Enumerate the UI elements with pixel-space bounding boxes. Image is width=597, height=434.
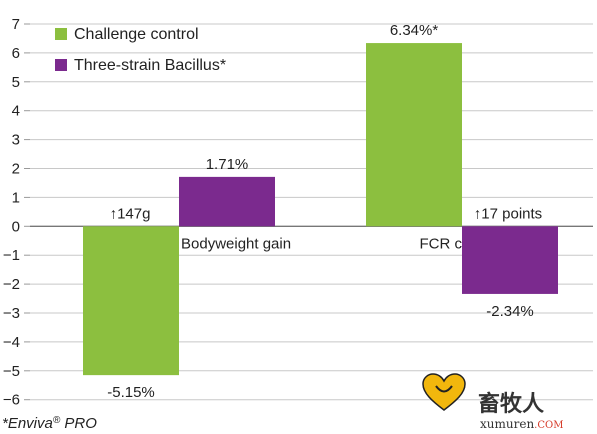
y-tick-label: 2 — [12, 161, 20, 178]
y-tick-label: 3 — [12, 132, 20, 149]
watermark-chinese-text: 畜牧人 — [478, 391, 544, 417]
bars — [83, 43, 558, 376]
footnote-registered-mark: ® — [53, 415, 61, 426]
bar-bacillus-fcr — [462, 226, 558, 294]
legend-label: Three-strain Bacillus* — [74, 57, 226, 74]
bar-challenge-control-fcr — [366, 43, 462, 227]
y-tick-label: −3 — [3, 305, 20, 322]
y-tick-label: −5 — [3, 363, 20, 380]
y-axis: 7 6 5 4 3 2 1 0 −1 −2 −3 −4 −5 −6 — [3, 16, 30, 409]
annotation-label: ↑17 points — [474, 205, 542, 222]
y-tick-label: 6 — [12, 45, 20, 62]
watermark-logo: 畜牧人 xumuren.COM — [422, 373, 563, 431]
legend: Challenge control Three-strain Bacillus* — [55, 26, 226, 74]
legend-swatch — [55, 28, 67, 40]
y-tick-label: 5 — [12, 74, 20, 91]
bar-bacillus-bodyweight — [179, 176, 275, 227]
data-label: -2.34% — [486, 303, 534, 320]
category-label: Bodyweight gain — [181, 235, 291, 252]
y-tick-label: 7 — [12, 16, 20, 33]
y-tick-label: −6 — [3, 392, 20, 409]
footnote-suffix: PRO — [60, 415, 97, 432]
annotation-label: ↑147g — [110, 205, 151, 222]
y-tick-label: 1 — [12, 189, 20, 206]
data-label: 1.71% — [206, 156, 249, 173]
bar-challenge-control-bodyweight — [83, 226, 179, 376]
footnote-prefix: *Enviva — [2, 415, 53, 432]
y-tick-label: 4 — [12, 103, 20, 120]
logo-inner-icon — [435, 385, 453, 393]
y-tick-label: 0 — [12, 218, 20, 235]
legend-swatch — [55, 59, 67, 71]
data-label: 6.34%* — [390, 22, 439, 39]
data-labels: -5.15% 6.34%* 1.71% -2.34% Bodyweight gain FC… — [107, 22, 542, 401]
category-label: FCR c — [420, 235, 463, 252]
legend-label: Challenge control — [74, 26, 199, 43]
data-label: -5.15% — [107, 384, 155, 401]
watermark-domain-text: xumuren.COM — [480, 417, 563, 431]
y-tick-label: −4 — [3, 334, 20, 351]
y-tick-label: −1 — [3, 247, 20, 264]
footnote: *Enviva® PRO — [2, 415, 97, 433]
y-tick-label: −2 — [3, 276, 20, 293]
